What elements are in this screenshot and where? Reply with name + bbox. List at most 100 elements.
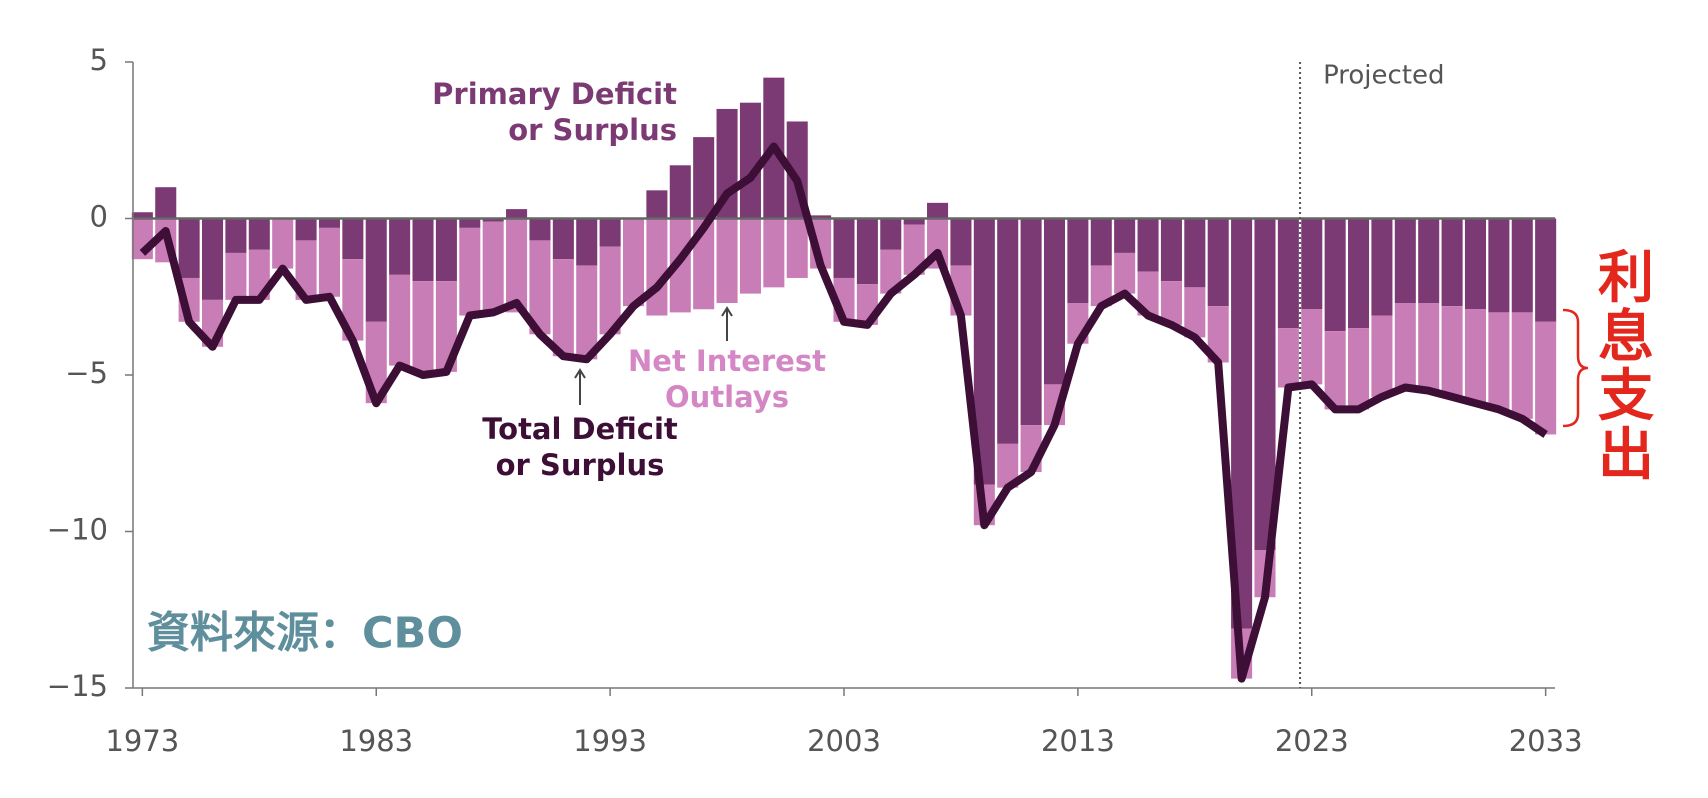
primary-bar [599, 218, 621, 247]
total-line [139, 142, 1548, 683]
x-tick-label: 2013 [1041, 724, 1115, 758]
x-tick-label: 2003 [807, 724, 881, 758]
primary-bar [973, 218, 995, 485]
interest-bar [903, 224, 925, 275]
interest-bar [529, 240, 551, 335]
primary-bar [1418, 218, 1440, 304]
primary-bar [1348, 218, 1370, 329]
primary-bar [529, 218, 551, 241]
primary-bar [950, 218, 972, 266]
interest-bar [1464, 309, 1487, 404]
primary-bar [412, 218, 434, 282]
primary-bar [248, 218, 270, 250]
source-note: 資料來源：CBO [147, 609, 463, 659]
primary-bar [1137, 218, 1159, 272]
y-tick-label: 5 [90, 43, 108, 77]
x-tick-label: 1973 [105, 724, 179, 758]
primary-bar [833, 218, 855, 278]
annotation-line: or Surplus [496, 448, 665, 482]
primary-bar [1488, 218, 1510, 313]
interest-bar [763, 218, 785, 288]
primary-bar [1324, 218, 1346, 332]
x-tick-label: 1983 [339, 724, 413, 758]
y-tick-label: −15 [47, 669, 108, 703]
primary-bar [1394, 218, 1416, 304]
primary-bar [856, 218, 878, 285]
interest-bar [576, 265, 598, 360]
primary-bar [810, 215, 832, 219]
primary-bar [389, 218, 411, 275]
primary-bar [1020, 218, 1042, 426]
arrow-head [574, 368, 586, 379]
primary-bar [201, 218, 224, 300]
interest-bar [1114, 252, 1136, 294]
annotation: Net Interest Outlays [628, 344, 826, 414]
interest-bar [1301, 309, 1323, 385]
interest-bar [318, 227, 340, 297]
interest-bar [342, 259, 364, 341]
primary-bar [318, 218, 340, 228]
primary-bar [435, 218, 457, 282]
primary-bar [1067, 218, 1089, 304]
interest-bar [1277, 328, 1299, 388]
primary-bar [927, 202, 949, 219]
primary-bar [459, 218, 481, 228]
interest-bar [225, 252, 247, 300]
primary-bar [365, 218, 387, 322]
interest-bar [459, 227, 481, 316]
primary-bar [1464, 218, 1487, 310]
interest-bar [131, 218, 153, 260]
bracket-label: 利 [1598, 246, 1654, 311]
annotation: Total Deficit or Surplus [482, 412, 678, 482]
primary-bar [576, 218, 598, 266]
primary-bar [1511, 218, 1533, 313]
primary-bar [1043, 218, 1066, 385]
primary-bar [1277, 218, 1299, 329]
annotation-line: Primary Deficit [432, 77, 677, 111]
primary-bar [155, 187, 177, 219]
interest-bar [1511, 312, 1533, 419]
interest-bar [1207, 306, 1229, 363]
interest-bar [646, 218, 668, 316]
interest-bar [1488, 312, 1510, 410]
annotation-line: Total Deficit [482, 412, 678, 446]
interest-bar [272, 218, 294, 269]
annotation-line: or Surplus [508, 113, 677, 147]
interest-bar [1535, 321, 1557, 435]
interest-bar [1137, 271, 1159, 316]
primary-bar [1254, 218, 1276, 551]
primary-bar [997, 218, 1019, 444]
primary-bar [1114, 218, 1136, 253]
interest-bar [389, 274, 411, 366]
primary-bar [693, 137, 715, 219]
annotation: Primary Deficit or Surplus [432, 77, 677, 147]
primary-bar [1207, 218, 1229, 307]
primary-bar [739, 102, 761, 219]
interest-bar [1090, 265, 1112, 307]
interest-bar [295, 240, 317, 300]
interest-bar [1441, 306, 1463, 397]
interest-bar [1394, 303, 1416, 388]
interest-bar [786, 218, 808, 278]
y-tick-label: −10 [47, 513, 108, 547]
primary-bar [552, 218, 574, 260]
primary-bar [506, 209, 528, 219]
interest-bar [1184, 287, 1206, 338]
interest-bar [482, 221, 504, 313]
interest-bar [622, 218, 645, 307]
primary-bar [482, 218, 504, 222]
primary-bar [1090, 218, 1112, 266]
interest-bar [716, 218, 738, 304]
y-tick-label: 0 [90, 200, 108, 234]
primary-bar [1301, 218, 1323, 310]
interest-bar [997, 443, 1019, 488]
interest-bar [1418, 303, 1440, 391]
x-tick-label: 2033 [1509, 724, 1583, 758]
primary-bar [1231, 218, 1253, 629]
primary-bar [880, 218, 902, 250]
x-tick-label: 1993 [573, 724, 647, 758]
x-tick-label: 2023 [1275, 724, 1349, 758]
primary-bar [669, 165, 691, 219]
bracket-label: 息 [1598, 305, 1654, 370]
